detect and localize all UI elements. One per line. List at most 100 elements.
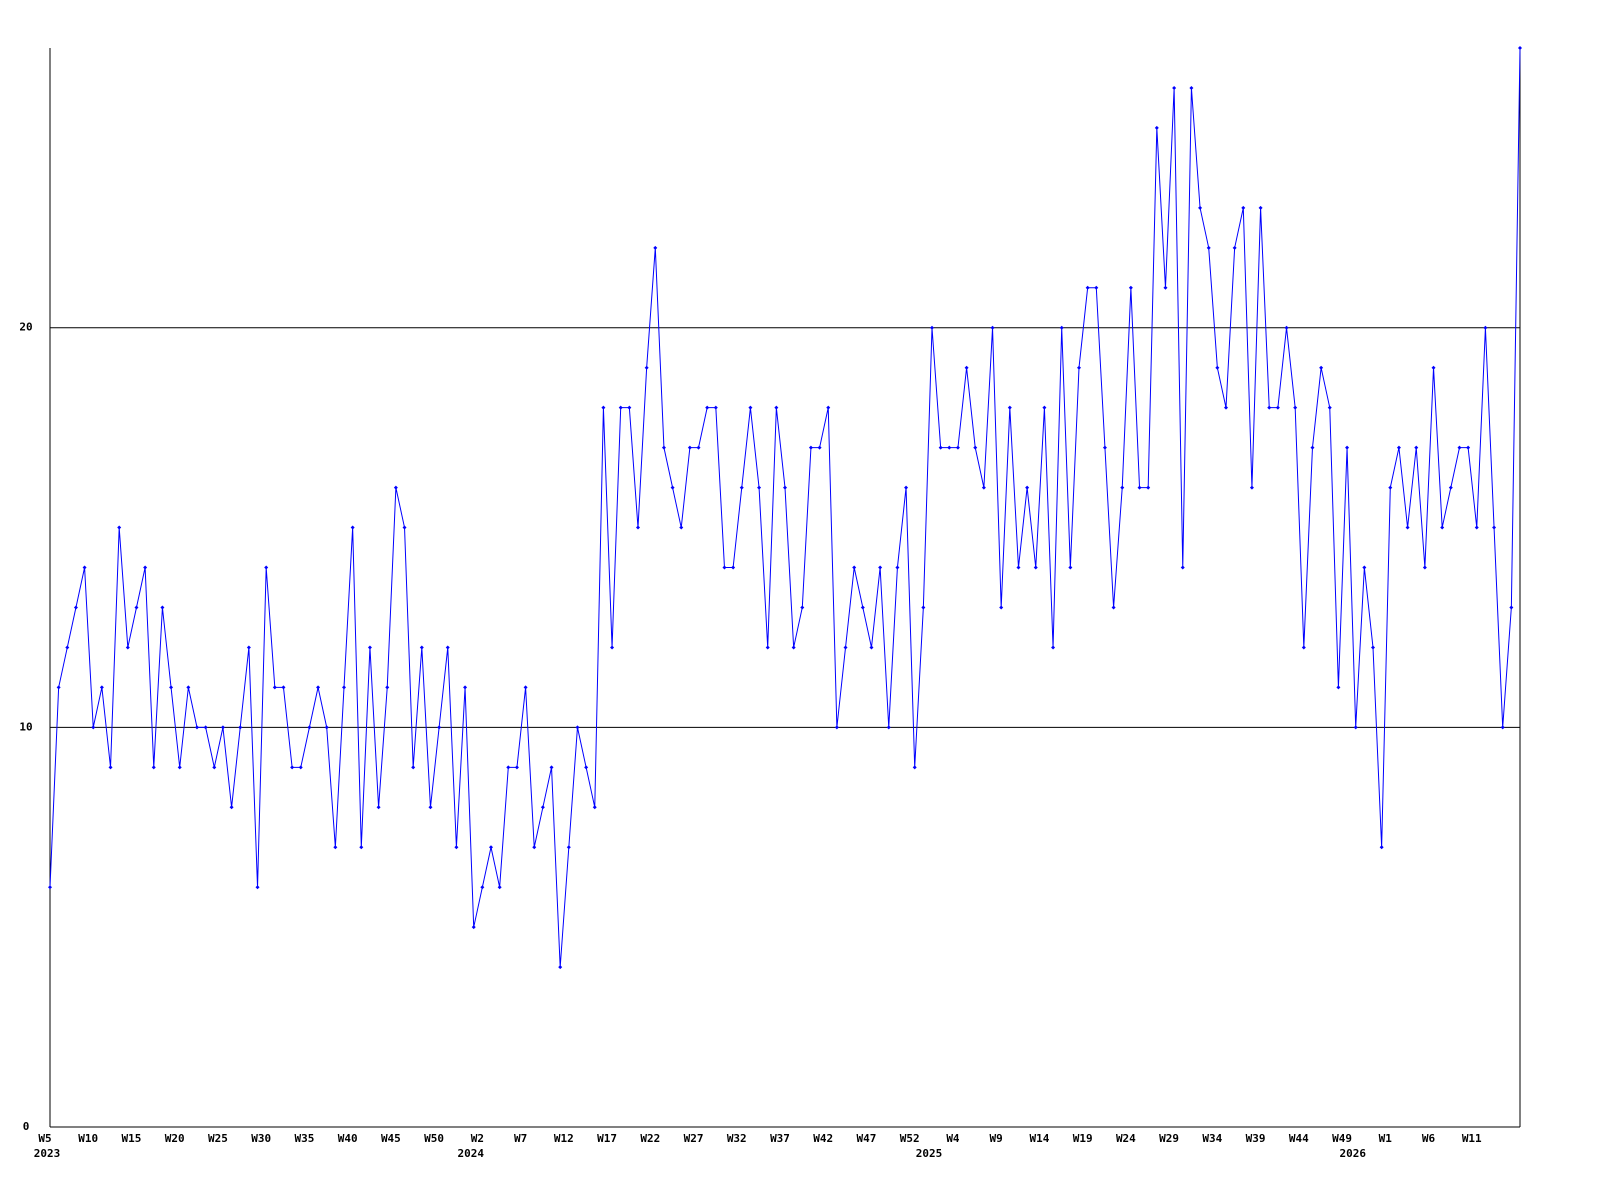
x-year-label: 2023 [34,1147,61,1160]
point-marker [1016,565,1021,570]
point-marker [229,805,234,810]
point-marker [1077,365,1081,370]
point-marker [437,725,442,730]
point-marker [627,405,632,410]
point-marker [834,725,839,730]
point-marker [1483,325,1488,330]
point-marker [350,525,355,530]
point-marker [1431,365,1436,370]
x-tick-label: W1 [1379,1132,1393,1145]
point-marker [1492,525,1497,530]
point-marker [904,485,909,490]
point-marker [1224,405,1228,410]
point-marker [73,605,78,610]
point-marker [428,805,433,810]
point-marker [670,485,675,490]
point-marker [1198,205,1203,210]
point-marker [454,845,459,850]
point-marker [532,845,537,850]
point-marker [1249,485,1254,490]
point-marker [540,805,545,810]
point-marker [1414,445,1419,450]
point-marker [1396,445,1401,450]
point-marker [722,565,727,570]
point-marker [1405,525,1410,530]
point-marker [1146,485,1151,490]
point-marker [99,685,104,690]
point-marker [1128,285,1133,290]
point-marker [1500,725,1505,730]
point-marker [1509,605,1514,610]
point-marker [523,685,528,690]
point-marker [1232,245,1237,250]
point-marker [1310,445,1315,450]
point-marker [255,885,260,890]
point-marker [1258,205,1263,210]
point-marker [134,605,139,610]
x-tick-label: W29 [1159,1132,1179,1145]
point-marker [169,685,174,690]
point-marker [1440,525,1445,530]
x-tick-label: W39 [1246,1132,1266,1145]
x-tick-label: W34 [1202,1132,1222,1145]
point-marker [852,565,857,570]
point-marker [549,765,554,770]
point-marker [376,805,381,810]
point-marker [1051,645,1056,650]
point-marker [981,485,986,490]
point-marker [333,845,338,850]
point-marker [696,445,701,450]
point-marker [1474,525,1479,530]
point-marker [151,765,156,770]
point-marker [82,565,87,570]
point-marker [843,645,848,650]
point-marker [575,725,580,730]
point-marker [566,845,571,850]
point-marker [220,725,225,730]
point-marker [246,645,251,650]
point-marker [826,405,831,410]
point-marker [1466,445,1471,450]
point-marker [489,845,493,850]
point-marker [367,645,372,650]
x-tick-label: W49 [1332,1132,1352,1145]
point-marker [186,685,191,690]
point-marker [1448,485,1453,490]
point-marker [125,645,130,650]
x-tick-label: W11 [1462,1132,1482,1145]
point-marker [385,685,390,690]
point-marker [584,765,589,770]
point-marker [808,445,813,450]
x-tick-label: W5 [38,1132,51,1145]
point-marker [1094,285,1099,290]
point-marker [1301,645,1306,650]
point-marker [117,525,122,530]
point-marker [895,565,900,570]
point-marker [661,445,666,450]
x-tick-label: W19 [1073,1132,1093,1145]
x-tick-label: W12 [554,1132,574,1145]
point-marker [999,605,1004,610]
point-marker [48,885,52,890]
x-tick-label: W50 [424,1132,444,1145]
point-marker [1189,85,1194,90]
point-marker [705,405,710,410]
point-marker [1518,46,1522,50]
x-tick-label: W40 [338,1132,358,1145]
point-marker [800,605,805,610]
x-tick-label: W42 [813,1132,833,1145]
point-marker [1206,245,1211,250]
point-marker [108,765,113,770]
x-tick-label: W9 [990,1132,1003,1145]
point-marker [618,405,623,410]
point-marker [1319,365,1324,370]
point-marker [601,405,606,410]
x-tick-label: W25 [208,1132,228,1145]
point-marker [1120,485,1125,490]
x-tick-label: W27 [684,1132,704,1145]
point-marker [298,765,303,770]
point-marker [1293,405,1298,410]
point-marker [203,725,208,730]
point-marker [869,645,874,650]
